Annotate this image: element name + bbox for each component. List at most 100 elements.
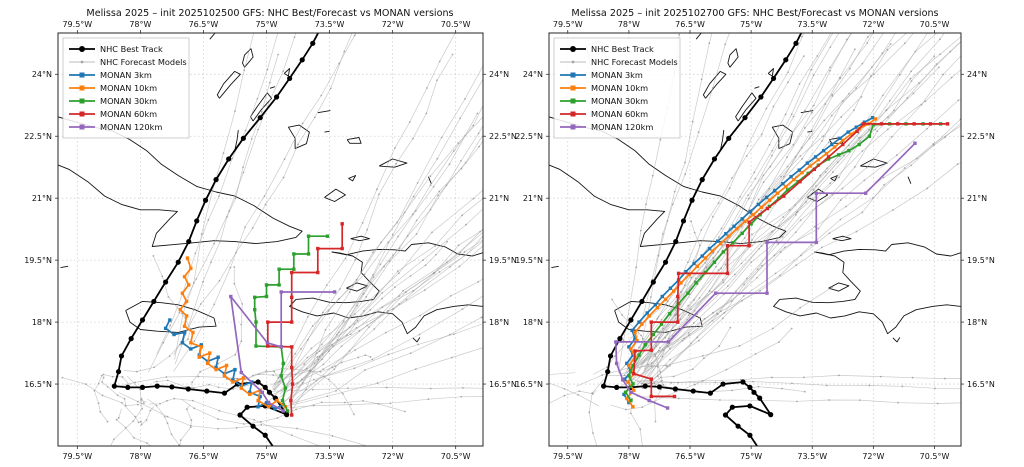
forecast-track-point [395, 162, 398, 165]
forecast-track-point [688, 334, 690, 336]
forecast-track-point [712, 257, 714, 260]
best-track-point [672, 386, 678, 392]
forecast-track-point [747, 197, 750, 200]
forecast-track-point [364, 354, 367, 356]
forecast-track-point [841, 187, 844, 190]
forecast-track-point [264, 203, 267, 206]
forecast-model-track [270, 387, 483, 392]
coastline-jamaica [614, 300, 703, 333]
forecast-track-point [251, 227, 254, 229]
monan-30km-point [686, 291, 690, 295]
forecast-track-point [800, 254, 802, 257]
forecast-track-point [924, 100, 927, 103]
forecast-model-track [588, 379, 605, 446]
monan-120km-track [614, 141, 917, 410]
forecast-track-point [426, 87, 428, 89]
forecast-track-point [678, 314, 681, 317]
forecast-track-point [217, 418, 219, 421]
forecast-track-point [340, 345, 343, 347]
monan-60km-point [290, 413, 294, 417]
best-track-point [680, 218, 687, 224]
forecast-model-track [641, 33, 834, 378]
forecast-track-point [376, 188, 378, 191]
forecast-track-point [795, 264, 798, 267]
best-track-point [747, 432, 753, 438]
monan-30km-point [712, 260, 717, 264]
forecast-track-point [236, 377, 239, 380]
forecast-track-point [495, 432, 497, 434]
forecast-track-point [829, 182, 832, 185]
forecast-track-point [563, 388, 566, 390]
forecast-track-point [449, 265, 451, 268]
lon-tick-label-bottom: 78°W [618, 452, 640, 461]
monan-10km-point [185, 256, 190, 260]
legend-swatch-dot [80, 60, 84, 64]
forecast-track-point [698, 244, 701, 247]
monan-30km-point [279, 374, 283, 378]
forecast-track-point [178, 444, 181, 446]
forecast-track-point [584, 0, 586, 1]
forecast-track-point [532, 14, 534, 16]
monan-60km-point [340, 246, 344, 251]
best-track-point [726, 135, 732, 141]
forecast-track-point [613, 355, 616, 358]
forecast-track-point [117, 417, 120, 419]
forecast-track-point [178, 453, 180, 455]
forecast-track-point [839, 199, 842, 201]
forecast-track-point [671, 203, 674, 206]
legend-label: NHC Best Track [591, 44, 654, 54]
forecast-track-point [854, 48, 856, 51]
legend-label: MONAN 120km [100, 122, 162, 132]
forecast-track-point [166, 422, 169, 425]
lat-tick-label-right: 24°N [967, 70, 987, 79]
forecast-track-point [228, 210, 231, 212]
forecast-track-point [159, 402, 161, 405]
forecast-track-point [355, 326, 358, 329]
lat-tick-label-right: 19.5°N [967, 256, 995, 265]
forecast-track-point [904, 42, 906, 45]
best-track-point [255, 379, 261, 385]
forecast-model-track [643, 55, 935, 373]
forecast-track-point [909, 77, 912, 80]
forecast-track-point [944, 377, 946, 380]
monan-120km-point [863, 191, 868, 195]
coastline-beata [892, 337, 901, 343]
forecast-track-point [629, 412, 632, 415]
plot-border [57, 32, 484, 447]
lon-tick-label-top: 75°W [255, 20, 277, 29]
forecast-track-point [611, 298, 613, 301]
forecast-track-point [540, 45, 542, 47]
monan-3km-point [668, 286, 673, 290]
forecast-track-point [320, 343, 323, 346]
forecast-track-point [724, 43, 727, 46]
forecast-track-point [861, 150, 864, 152]
best-track-point [662, 259, 669, 265]
monan-10km-point [180, 291, 185, 295]
forecast-track-point [812, 74, 815, 77]
best-track-point [607, 353, 614, 359]
lon-tick-label-bottom: 79.5°W [553, 452, 583, 461]
forecast-track-point [910, 80, 913, 82]
lat-tick-label-right: 18°N [489, 318, 509, 327]
forecast-track-point [687, 261, 689, 264]
forecast-track-point [724, 263, 727, 266]
forecast-track-point [824, 171, 827, 174]
forecast-track-point [424, 264, 427, 267]
forecast-track-point [838, 176, 840, 179]
forecast-track-point [402, 289, 405, 292]
best-track-point [310, 40, 316, 46]
legend-swatch-square [570, 72, 576, 78]
forecast-model-track [632, 40, 961, 372]
forecast-track-point [883, 184, 886, 186]
forecast-track-point [693, 231, 696, 234]
forecast-track-point [517, 362, 519, 364]
forecast-track-point [812, 104, 815, 107]
forecast-track-point [460, 160, 462, 162]
legend-item-nhc-forecast-models: NHC Forecast Models [69, 57, 187, 67]
forecast-track-point [870, 75, 872, 78]
monan-3km-point [724, 232, 728, 236]
forecast-track-point [510, 299, 512, 301]
forecast-track-point [219, 240, 221, 243]
forecast-track-point [720, 267, 723, 270]
forecast-track-point [578, 390, 581, 393]
